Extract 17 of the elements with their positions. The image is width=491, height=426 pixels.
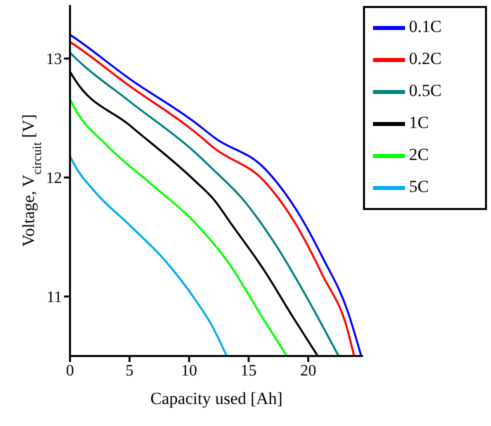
- legend-label: 2C: [409, 144, 429, 164]
- legend-label: 5C: [409, 176, 429, 196]
- legend-label: 0.2C: [409, 48, 442, 68]
- line-series: [70, 98, 288, 356]
- x-tick-label: 0: [66, 362, 74, 380]
- x-axis-title: Capacity used [Ah]: [150, 389, 283, 408]
- legend-label: 0.1C: [409, 16, 442, 36]
- x-tick-label: 10: [181, 362, 198, 380]
- x-tick-label: 20: [300, 362, 316, 380]
- y-tick-label: 13: [46, 51, 62, 68]
- y-tick-label: 11: [46, 289, 62, 306]
- legend-label: 0.5C: [409, 80, 442, 100]
- x-tick-label: 5: [126, 362, 134, 380]
- line-series: [70, 155, 228, 356]
- legend-label: 1C: [409, 112, 429, 132]
- y-tick-label: 12: [46, 170, 62, 188]
- x-tick-label: 15: [240, 362, 257, 380]
